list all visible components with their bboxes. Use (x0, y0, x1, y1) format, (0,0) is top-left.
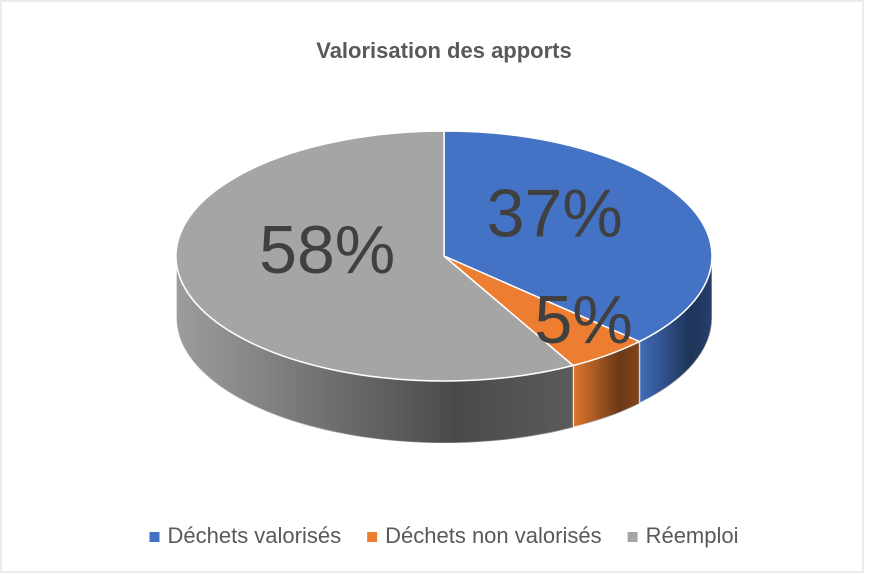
slice (175, 130, 575, 382)
legend-swatch (149, 532, 160, 542)
legend: Déchets valorisés Déchets non valorisés Ré… (149, 523, 739, 548)
legend-label: Réemploi (646, 523, 739, 548)
legend-label: Déchets valorisés (167, 523, 341, 548)
legend-swatch (367, 532, 378, 542)
data-label: 5% (534, 282, 632, 358)
legend-swatch (627, 532, 638, 542)
data-label: 37% (487, 176, 623, 252)
slice-side-shade (573, 341, 640, 428)
data-label: 58% (259, 212, 395, 288)
legend-label: Déchets non valorisés (385, 523, 601, 548)
slice-side-shade (639, 256, 712, 404)
slice (443, 130, 713, 343)
slice-side-shade (176, 256, 574, 443)
chart-title: Valorisation des apports (316, 38, 572, 63)
